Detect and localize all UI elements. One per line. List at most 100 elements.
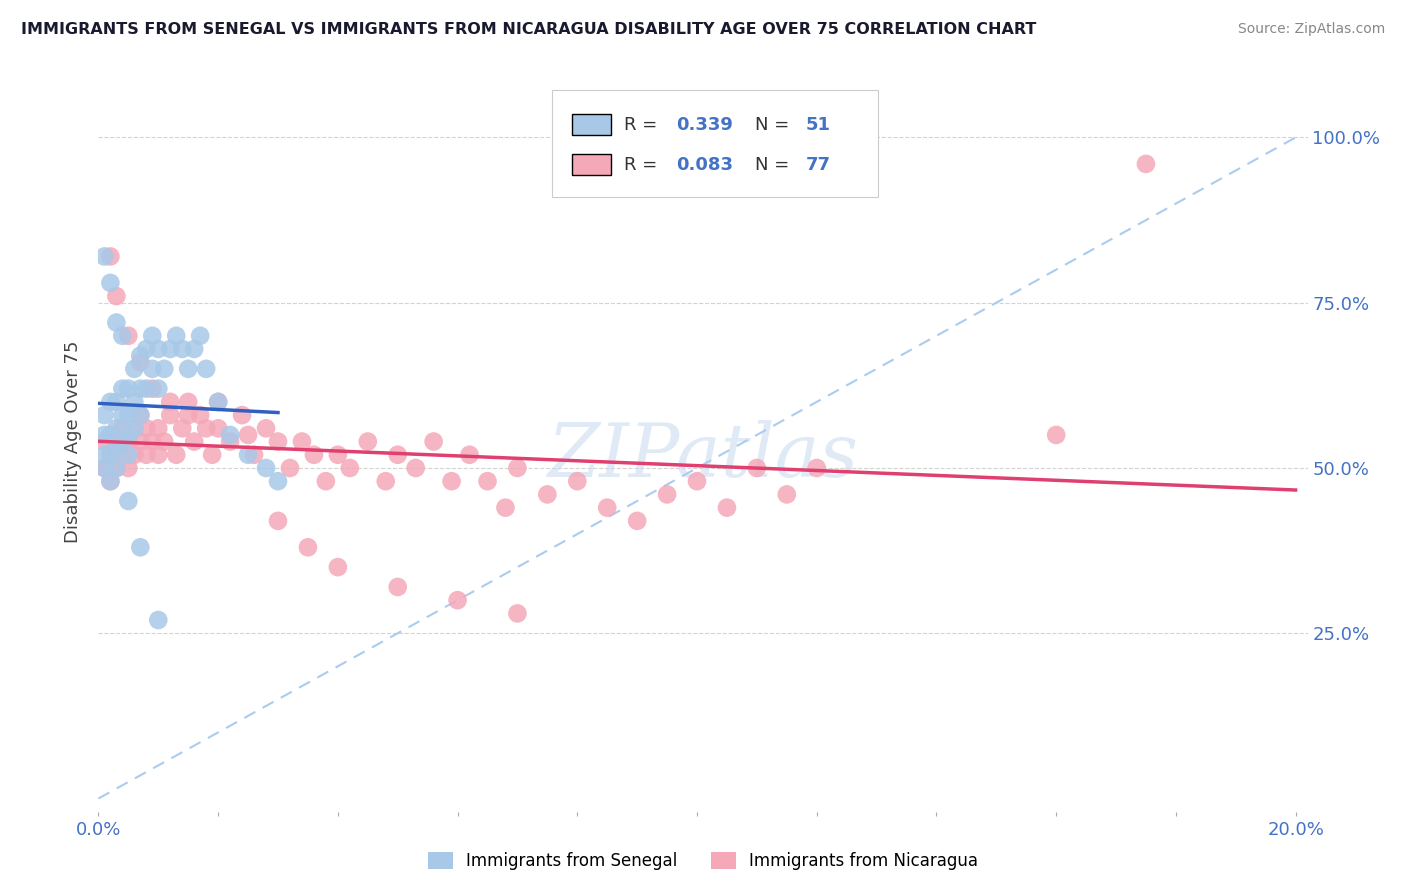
- Point: [124, 395, 146, 409]
- Point: [183, 434, 205, 449]
- Point: [207, 395, 229, 409]
- Point: [188, 328, 211, 343]
- Point: [776, 487, 799, 501]
- Point: [153, 361, 176, 376]
- Point: [806, 461, 828, 475]
- Point: [387, 580, 409, 594]
- Text: 77: 77: [806, 155, 831, 174]
- Point: [596, 500, 619, 515]
- Point: [326, 448, 349, 462]
- Point: [458, 448, 481, 462]
- FancyBboxPatch shape: [551, 90, 879, 197]
- Point: [124, 421, 146, 435]
- Point: [231, 408, 253, 422]
- Point: [422, 434, 444, 449]
- Point: [1135, 157, 1157, 171]
- Point: [243, 448, 266, 462]
- Point: [129, 355, 152, 369]
- Point: [267, 434, 290, 449]
- Point: [117, 494, 139, 508]
- Legend: Immigrants from Senegal, Immigrants from Nicaragua: Immigrants from Senegal, Immigrants from…: [422, 845, 984, 877]
- Point: [254, 421, 277, 435]
- Point: [148, 613, 170, 627]
- Point: [302, 448, 325, 462]
- Point: [195, 361, 218, 376]
- Point: [339, 461, 361, 475]
- Point: [236, 448, 259, 462]
- Point: [93, 428, 115, 442]
- Point: [141, 434, 163, 449]
- Point: [177, 408, 200, 422]
- Point: [315, 474, 337, 488]
- Point: [291, 434, 314, 449]
- Point: [148, 448, 170, 462]
- Point: [111, 448, 134, 462]
- Point: [326, 560, 349, 574]
- FancyBboxPatch shape: [572, 114, 612, 135]
- Point: [254, 461, 277, 475]
- Point: [440, 474, 463, 488]
- Point: [195, 421, 218, 435]
- Point: [105, 395, 128, 409]
- Text: 0.339: 0.339: [676, 116, 734, 134]
- Point: [93, 434, 115, 449]
- Point: [117, 461, 139, 475]
- Point: [117, 428, 139, 442]
- Point: [105, 461, 128, 475]
- Point: [686, 474, 709, 488]
- Point: [117, 408, 139, 422]
- Y-axis label: Disability Age Over 75: Disability Age Over 75: [65, 340, 83, 543]
- Point: [135, 448, 157, 462]
- Point: [93, 461, 115, 475]
- Point: [236, 428, 259, 442]
- Point: [655, 487, 678, 501]
- Point: [105, 289, 128, 303]
- Point: [148, 382, 170, 396]
- Text: R =: R =: [624, 116, 664, 134]
- Point: [188, 408, 211, 422]
- Point: [129, 408, 152, 422]
- Point: [129, 541, 152, 555]
- Point: [111, 434, 134, 449]
- Point: [159, 408, 181, 422]
- Point: [148, 342, 170, 356]
- Point: [141, 361, 163, 376]
- Point: [297, 541, 319, 555]
- Point: [124, 448, 146, 462]
- Point: [117, 328, 139, 343]
- Point: [567, 474, 589, 488]
- Point: [100, 395, 122, 409]
- Point: [111, 328, 134, 343]
- Point: [141, 328, 163, 343]
- Point: [165, 328, 187, 343]
- Point: [387, 448, 409, 462]
- Text: 51: 51: [806, 116, 831, 134]
- Point: [183, 342, 205, 356]
- Point: [159, 395, 181, 409]
- Point: [111, 382, 134, 396]
- Point: [267, 514, 290, 528]
- Point: [207, 421, 229, 435]
- Point: [172, 421, 194, 435]
- Point: [100, 474, 122, 488]
- Point: [93, 461, 115, 475]
- Point: [135, 342, 157, 356]
- Point: [105, 421, 128, 435]
- Point: [201, 448, 224, 462]
- Point: [105, 441, 128, 455]
- Point: [135, 382, 157, 396]
- Point: [278, 461, 301, 475]
- Point: [141, 382, 163, 396]
- Point: [172, 342, 194, 356]
- Point: [124, 361, 146, 376]
- Point: [446, 593, 468, 607]
- Point: [177, 395, 200, 409]
- Point: [267, 474, 290, 488]
- Point: [117, 448, 139, 462]
- Text: Source: ZipAtlas.com: Source: ZipAtlas.com: [1237, 22, 1385, 37]
- Point: [745, 461, 768, 475]
- Text: IMMIGRANTS FROM SENEGAL VS IMMIGRANTS FROM NICARAGUA DISABILITY AGE OVER 75 CORR: IMMIGRANTS FROM SENEGAL VS IMMIGRANTS FR…: [21, 22, 1036, 37]
- Point: [165, 448, 187, 462]
- Point: [129, 408, 152, 422]
- Point: [93, 408, 115, 422]
